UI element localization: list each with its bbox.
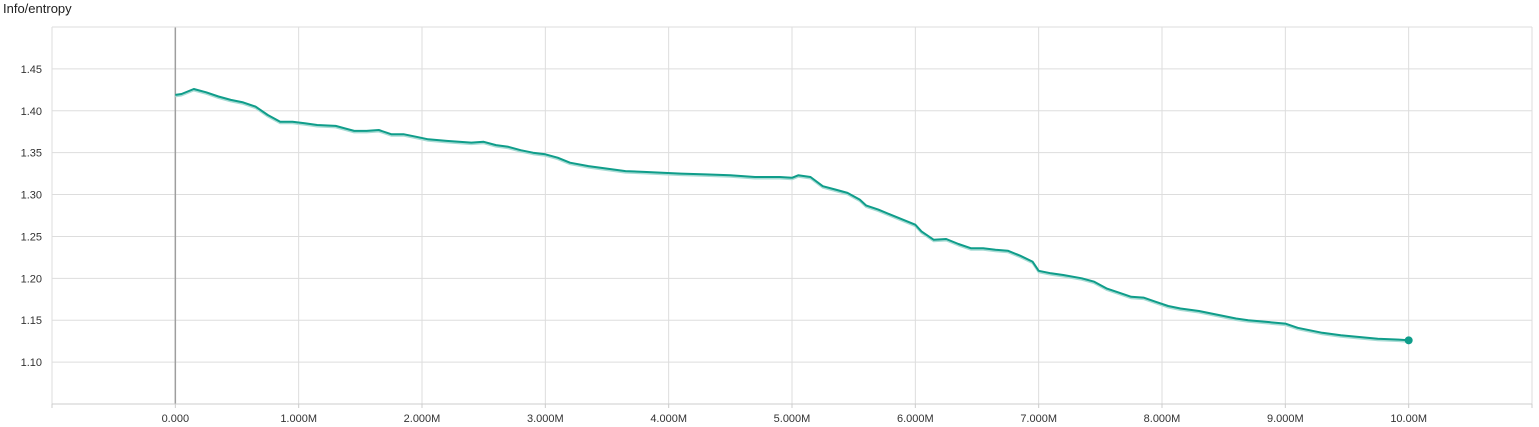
x-tick-label: 1.000M: [280, 413, 317, 425]
y-tick-label: 1.35: [21, 148, 42, 160]
y-tick-label: 1.15: [21, 315, 42, 327]
y-tick-label: 1.30: [21, 190, 42, 202]
chart-title: Info/entropy: [3, 1, 72, 16]
y-tick-label: 1.20: [21, 273, 42, 285]
x-tick-label: 9.000M: [1267, 413, 1304, 425]
series-end-point: [1404, 336, 1413, 345]
series-lines: [175, 88, 1413, 345]
x-tick-label: 5.000M: [774, 413, 811, 425]
x-tick-label: 2.000M: [404, 413, 441, 425]
series-line: [175, 88, 1409, 342]
x-tick-label: 3.000M: [527, 413, 564, 425]
grid-lines: [52, 27, 1532, 404]
series-raw-line: [175, 89, 1409, 343]
x-tick-label: 8.000M: [1144, 413, 1181, 425]
tick-labels: 1.10 1.15 1.20 1.25 1.30 1.35 1.40 1.45 0.000 1.0…: [21, 64, 1427, 425]
x-tick-label: 7.000M: [1020, 413, 1057, 425]
x-tick-label: 10.00M: [1390, 413, 1427, 425]
y-tick-label: 1.45: [21, 64, 42, 76]
axes: [51, 26, 1533, 408]
y-tick-label: 1.10: [21, 357, 42, 369]
x-tick-label: 0.000: [162, 413, 190, 425]
y-tick-label: 1.40: [21, 106, 42, 118]
x-tick-label: 6.000M: [897, 413, 934, 425]
x-tick-label: 4.000M: [650, 413, 687, 425]
y-tick-label: 1.25: [21, 231, 42, 243]
